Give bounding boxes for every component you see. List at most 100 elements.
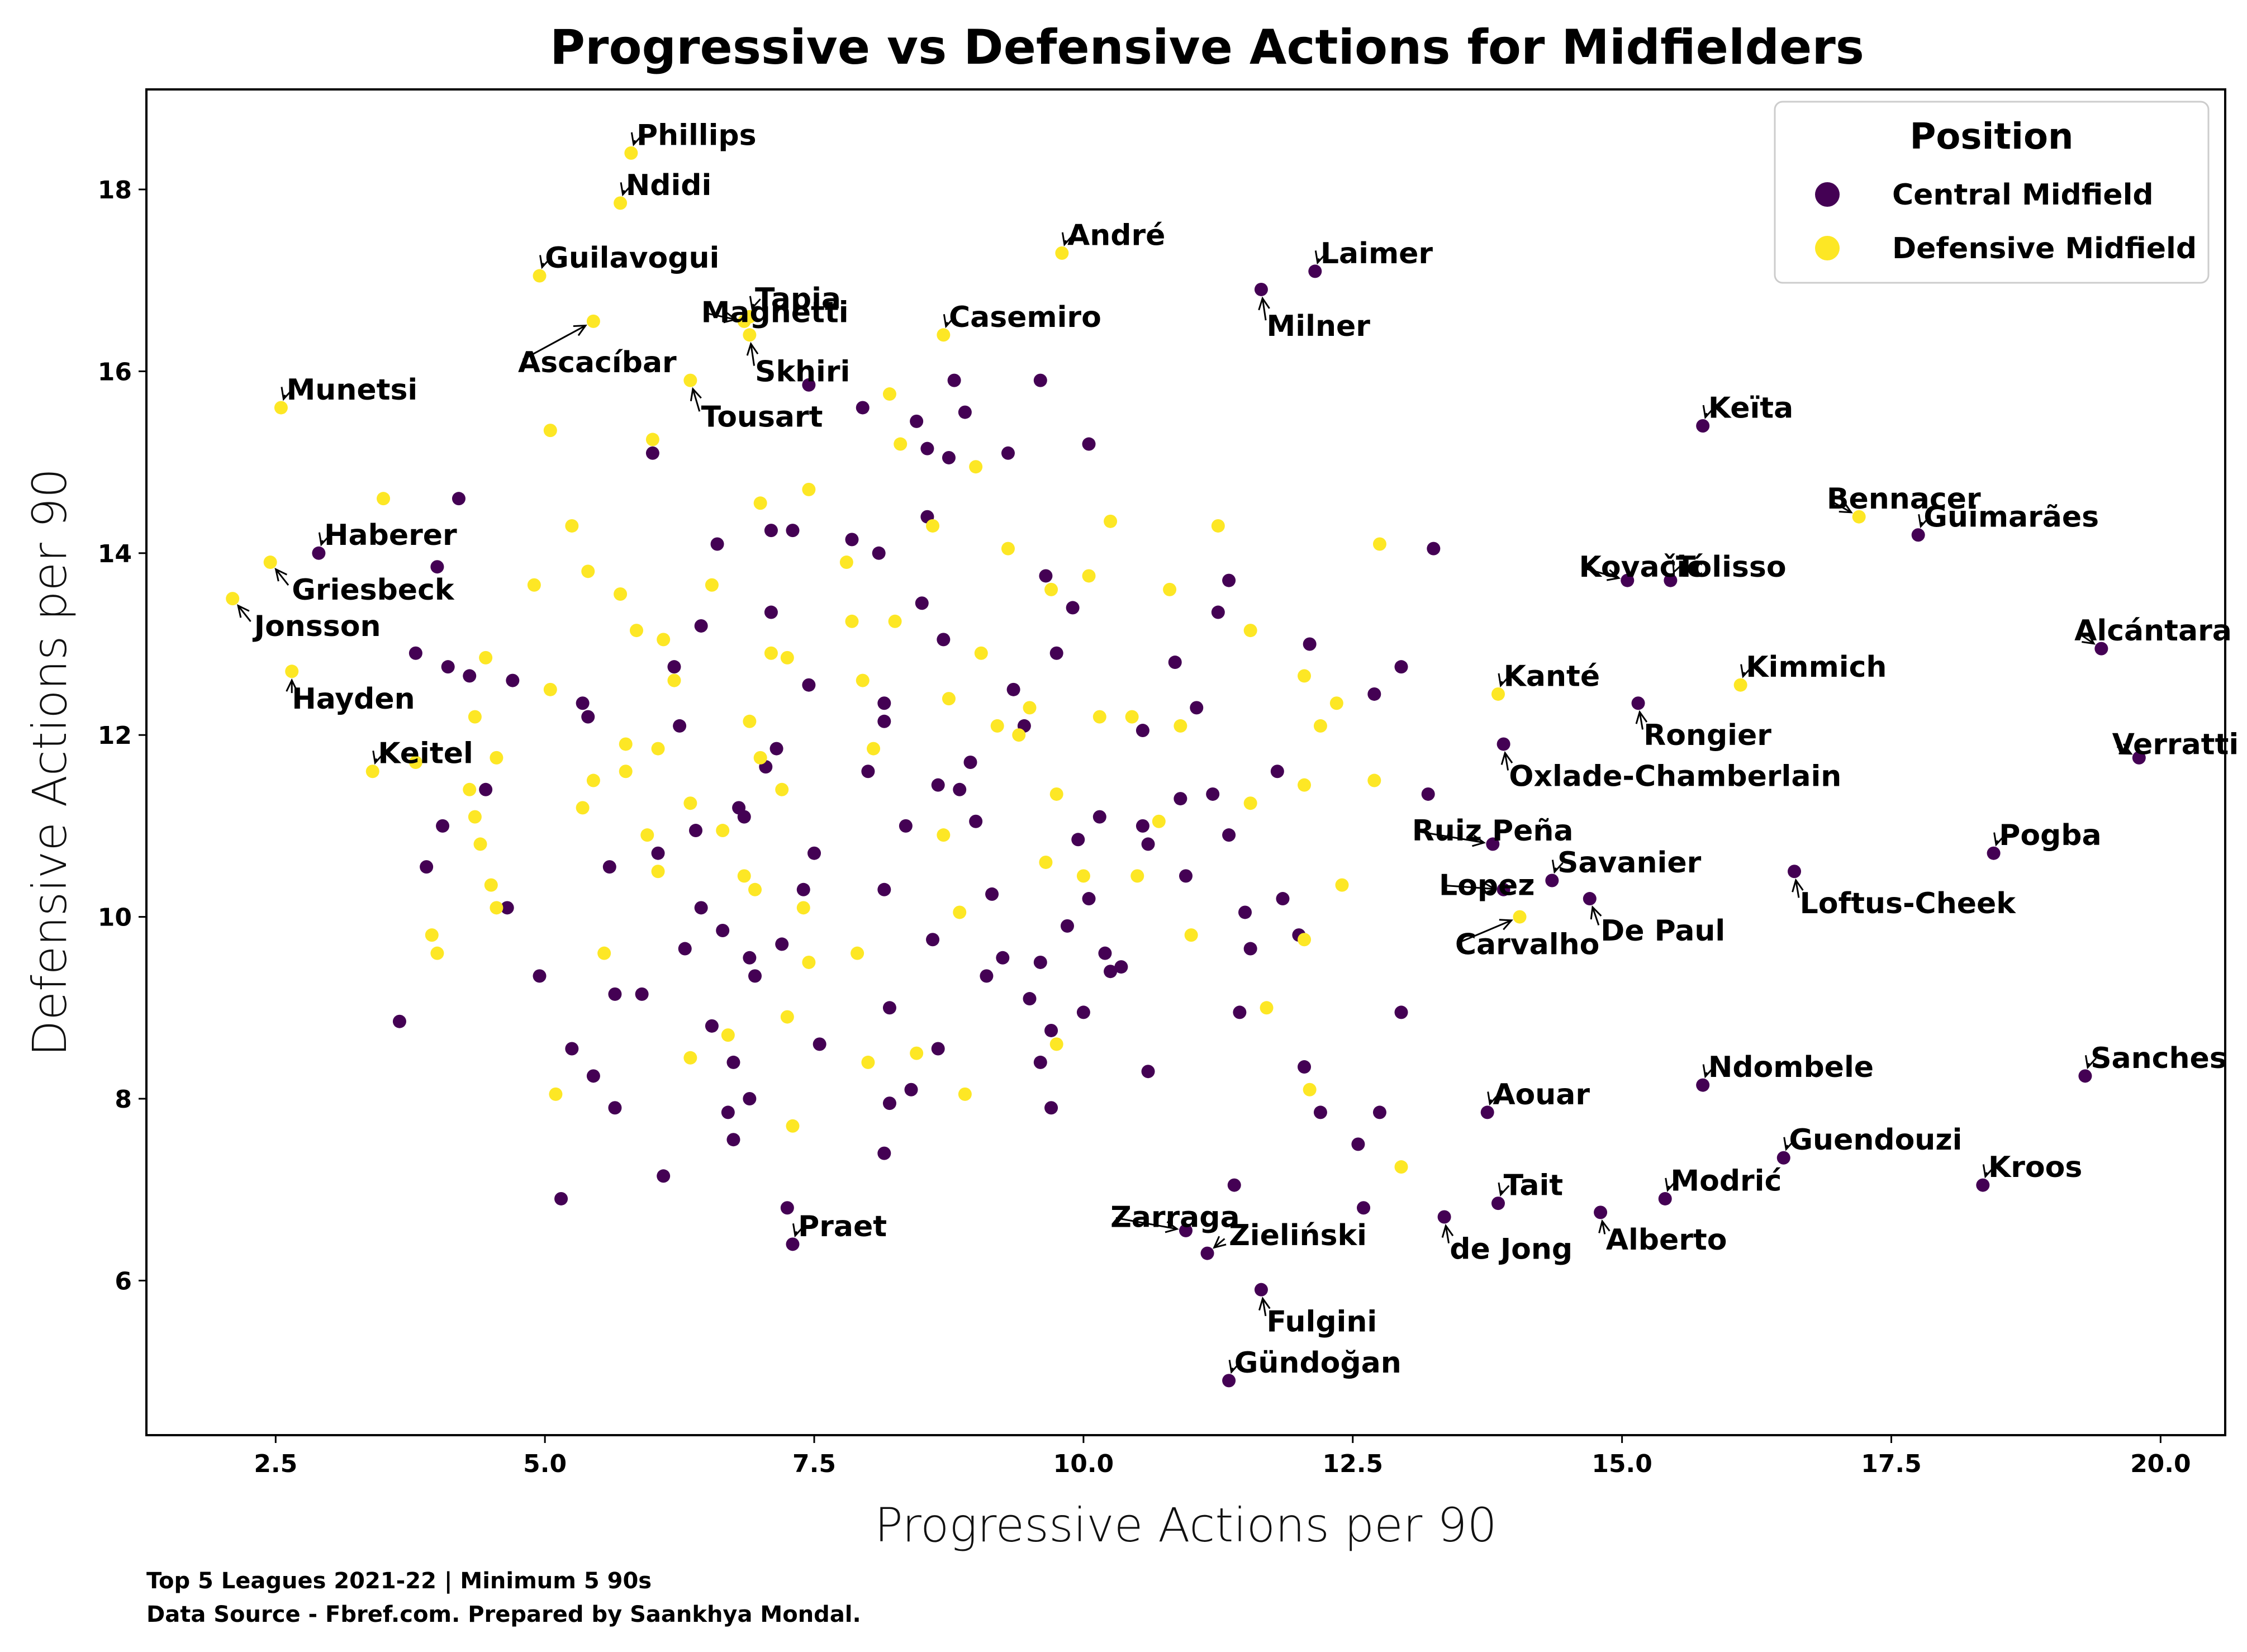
data-point-labeled [1055, 246, 1069, 260]
data-point [1049, 787, 1063, 801]
data-point [904, 1083, 918, 1096]
point-label: Phillips [636, 118, 757, 152]
annotation-arrow [275, 568, 289, 586]
annotation-arrow [1262, 1298, 1267, 1317]
point-label: Tapia [755, 282, 841, 316]
data-point [1421, 787, 1435, 801]
legend-marker-defensive-midfield [1815, 236, 1840, 260]
data-point [1136, 819, 1149, 833]
data-point [657, 1169, 671, 1183]
data-point [554, 1191, 568, 1205]
data-point [490, 901, 503, 915]
annotation-arrow [522, 325, 586, 360]
data-point [877, 696, 891, 710]
data-point [710, 537, 724, 551]
data-point [468, 810, 482, 824]
data-point [576, 696, 590, 710]
x-tick-label: 7.5 [792, 1450, 836, 1478]
data-point [651, 865, 665, 879]
data-point [673, 719, 687, 733]
data-point [1033, 373, 1047, 387]
data-point-labeled [1583, 892, 1597, 906]
data-point [969, 460, 983, 474]
data-point [1357, 1201, 1371, 1215]
data-point [980, 969, 994, 983]
y-tick-label: 8 [115, 1085, 132, 1114]
legend: Position Central Midfield Defensive Midf… [1774, 101, 2210, 284]
data-point [1082, 569, 1096, 583]
annotation-arrowhead [1061, 232, 1073, 246]
annotation-arrow [1504, 752, 1509, 771]
data-point [807, 846, 821, 860]
data-point [506, 673, 520, 687]
data-point-labeled [737, 314, 751, 328]
point-label: Kanté [1504, 659, 1600, 693]
data-point [953, 905, 967, 919]
data-point [1039, 855, 1053, 869]
data-point [500, 901, 514, 915]
data-point [463, 782, 477, 796]
data-point [1104, 514, 1118, 528]
data-point-labeled [1696, 1078, 1710, 1092]
data-point-labeled [1437, 1210, 1451, 1224]
data-point [1012, 728, 1026, 742]
data-point [1049, 646, 1063, 660]
data-point-labeled [683, 373, 697, 387]
data-point [1076, 1005, 1090, 1019]
data-point [425, 928, 439, 942]
legend-label-defensive-midfield: Defensive Midfield [1892, 232, 2197, 265]
data-point [479, 782, 493, 796]
data-point [705, 578, 719, 592]
data-point-labeled [1491, 687, 1505, 701]
data-point [1163, 582, 1177, 596]
data-point [1001, 446, 1015, 460]
data-point [1329, 696, 1343, 710]
data-point [1136, 724, 1149, 738]
x-tick-label: 15.0 [1592, 1450, 1652, 1478]
y-tick-label: 12 [98, 721, 132, 750]
data-point [958, 1087, 972, 1101]
data-point [1206, 787, 1220, 801]
data-point-labeled [743, 328, 757, 342]
annotation-arrow [1638, 711, 1643, 730]
data-point [473, 837, 487, 851]
annotation-arrowhead [281, 387, 293, 401]
data-point [586, 1069, 600, 1083]
annotation-arrow [1601, 1221, 1606, 1235]
data-point-labeled [312, 546, 326, 560]
data-point [651, 742, 665, 756]
data-point [689, 824, 703, 838]
point-label: Lopez [1439, 869, 1535, 903]
data-point [753, 751, 767, 765]
legend-title: Position [1910, 116, 2074, 158]
data-point [931, 778, 945, 792]
data-point [1066, 601, 1080, 615]
data-point [926, 519, 940, 533]
annotation-arrowhead [1590, 905, 1602, 920]
data-point [877, 714, 891, 728]
annotation-arrow [706, 312, 736, 321]
data-point [894, 437, 908, 451]
data-point [1298, 933, 1312, 947]
annotation-arrowhead [1665, 1178, 1677, 1192]
data-point-labeled [1664, 573, 1678, 587]
data-point [581, 564, 595, 578]
point-label: Skhiri [755, 355, 850, 388]
data-point [899, 819, 913, 833]
data-point-labeled [1308, 264, 1322, 278]
data-point [1076, 869, 1090, 883]
annotation-arrow [1444, 884, 1495, 890]
annotation-arrowhead [1918, 514, 1930, 529]
data-point [910, 1046, 924, 1060]
data-point-labeled [1497, 882, 1510, 896]
data-point [775, 782, 789, 796]
annotation-arrowhead [1551, 860, 1564, 874]
data-point [640, 828, 654, 842]
data-point-labeled [1480, 1105, 1494, 1119]
annotation-arrowhead [1740, 664, 1752, 678]
annotation-arrowhead [1258, 296, 1270, 311]
data-point [996, 951, 1010, 965]
point-label: Casemiro [949, 301, 1101, 334]
data-point [1092, 810, 1106, 824]
point-label: Sanches [2091, 1042, 2227, 1075]
